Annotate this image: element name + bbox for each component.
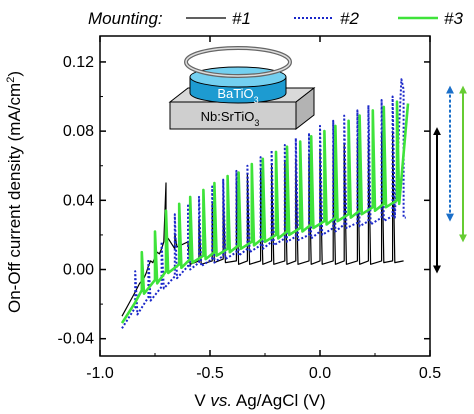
range-arrows (433, 85, 467, 274)
x-tick-label: -1.0 (86, 365, 114, 382)
y-tick-label: 0.04 (63, 192, 94, 209)
legend-label-2: #2 (340, 9, 359, 28)
legend: Mounting: #1 #2 #3 (88, 9, 463, 28)
series-line-1 (121, 130, 404, 317)
series-line-3 (120, 100, 410, 324)
x-tick-label: 0.5 (419, 365, 441, 382)
x-axis-label: V vs. Ag/AgCl (V) (194, 391, 325, 410)
substrate-front (169, 101, 297, 130)
y-tick-label: 0.08 (63, 123, 94, 140)
x-tick-label: 0.0 (309, 365, 331, 382)
series-layer (120, 78, 410, 329)
series-line-2 (121, 78, 406, 329)
x-tick-label: -0.5 (196, 365, 224, 382)
y-axis-label: On-Off current density (mA/cm2) (5, 71, 24, 313)
legend-label-1: #1 (232, 9, 251, 28)
film-label: BaTiO3 (217, 86, 258, 105)
legend-label-3: #3 (444, 9, 463, 28)
y-tick-label: 0.00 (63, 262, 94, 279)
y-tick-label: 0.12 (63, 54, 94, 71)
substrate-label: Nb:SrTiO3 (201, 109, 260, 128)
inset-schematic: Nb:SrTiO3 BaTiO3 (168, 46, 316, 131)
axis-ticks: -1.0 -0.5 0.0 0.5 -0.04 0.00 0.04 0.08 0.12 (58, 36, 441, 382)
legend-title: Mounting: (88, 9, 163, 28)
y-tick-label: -0.04 (58, 331, 95, 348)
